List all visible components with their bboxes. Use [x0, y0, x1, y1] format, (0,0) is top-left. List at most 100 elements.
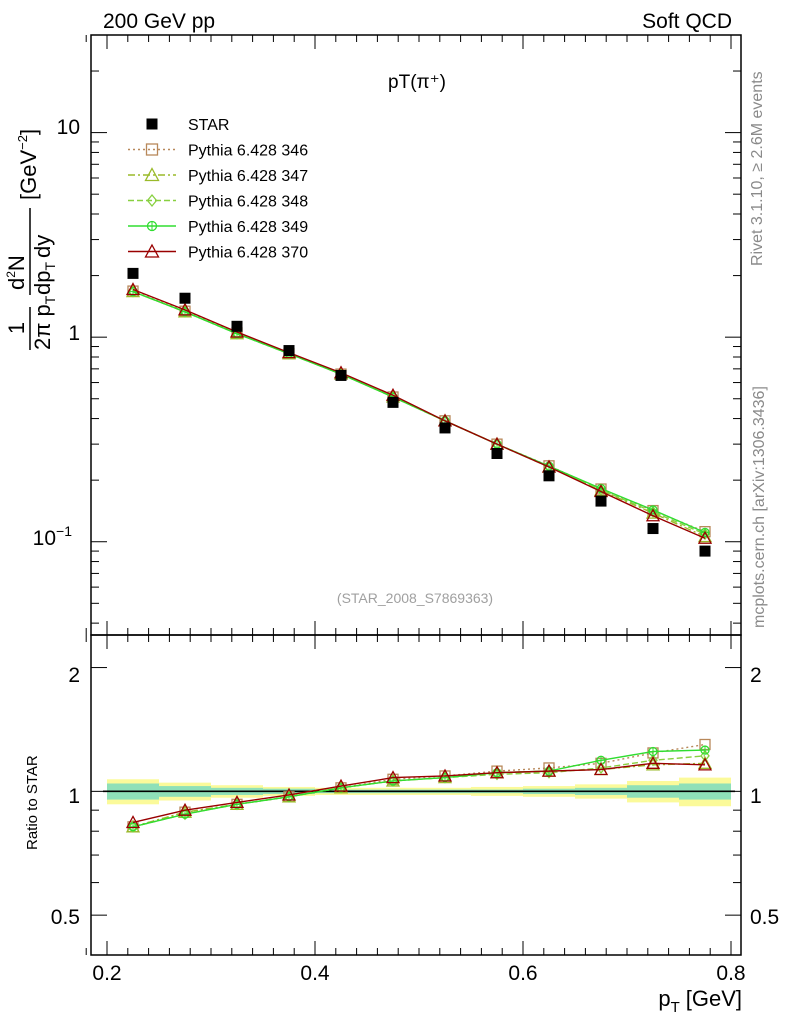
data-point [543, 470, 555, 482]
legend-label: Pythia 6.428 349 [188, 219, 308, 236]
data-point [385, 770, 401, 784]
ylabel-den-dy: dy [30, 235, 55, 258]
ytick-label-0.1-exp: −1 [56, 523, 72, 539]
ytick-label-1: 1 [68, 322, 80, 345]
data-point [179, 292, 191, 304]
legend-label: Pythia 6.428 346 [188, 143, 308, 160]
legend-entry: Pythia 6.428 349 [128, 219, 308, 236]
ratio-panel-frame [90, 634, 742, 956]
legend-entry: Pythia 6.428 347 [128, 167, 308, 185]
legend: STAR Pythia 6.428 346 Pythia 6.428 347 Pyth… [128, 117, 308, 262]
ratio-y-axis-label: Ratio to STAR [24, 755, 41, 850]
data-point [125, 815, 141, 829]
y-axis-label: 1 2π pT d2N dpTdy [GeV−2] [4, 129, 58, 350]
series-line [132, 290, 706, 534]
data-point [144, 167, 160, 182]
legend-entry: Pythia 6.428 348 [128, 194, 308, 211]
data-point [697, 757, 713, 771]
xtick-label-0.2: 0.2 [92, 962, 121, 985]
ylabel-twopi: 2π pT [30, 295, 58, 350]
ratio-line [132, 749, 706, 828]
x-axis-label: pT [GeV] [658, 986, 742, 1016]
data-point [281, 787, 297, 801]
data-point [700, 745, 710, 755]
data-point [593, 762, 609, 776]
ratio-line [132, 762, 706, 824]
legend-entry: Pythia 6.428 370 [128, 243, 308, 262]
ytick-label-0.1: 10−1 [33, 523, 73, 550]
series-pythia-6-428-370 [125, 282, 713, 544]
ratio-plot-area [103, 738, 735, 833]
data-point [146, 220, 158, 232]
data-point [283, 345, 295, 357]
analysis-watermark: (STAR_2008_S7869363) [337, 590, 493, 606]
data-point [335, 369, 347, 381]
legend-entry: STAR [146, 117, 229, 134]
data-point [437, 768, 453, 782]
main-plot-area [125, 267, 713, 557]
legend-label: Pythia 6.428 370 [188, 245, 308, 262]
legend-entry: Pythia 6.428 346 [128, 143, 308, 160]
ylabel-twopi-text: 2π p [30, 304, 55, 350]
data-point [387, 396, 399, 408]
plot-title: pT(π⁺) [388, 72, 446, 93]
data-point [128, 822, 138, 832]
ratio-ytick-label-2-left: 2 [68, 664, 80, 687]
data-point [541, 763, 557, 777]
data-point [145, 143, 159, 156]
data-point [697, 530, 713, 544]
ylabel-numerator: d2N [4, 255, 29, 290]
ratio-series-pythia-6-428-370 [125, 755, 713, 829]
data-point [700, 749, 710, 762]
data-point [491, 447, 503, 459]
xlabel-unit: [GeV] [686, 986, 742, 1011]
legend-label: STAR [188, 117, 229, 134]
series-line [132, 288, 706, 539]
data-point [128, 820, 138, 833]
data-point [699, 545, 711, 557]
data-point [146, 118, 158, 130]
ratio-ytick-label-0.5-right: 0.5 [750, 906, 779, 929]
data-point [489, 765, 505, 779]
data-point [127, 267, 139, 279]
ylabel-unit-text: [GeV [16, 150, 41, 200]
ylabel-unit: [GeV−2] [15, 129, 41, 200]
data-point [645, 508, 661, 522]
series-star [127, 267, 711, 557]
data-point [388, 774, 398, 787]
ratio-ytick-label-1-left: 1 [68, 785, 80, 808]
xlabel-sub: T [671, 999, 680, 1016]
ylabel-num-sup: 2 [4, 271, 18, 278]
ylabel-twopi-sub: T [42, 295, 58, 304]
header-right: Soft QCD [642, 10, 732, 33]
data-point [146, 193, 158, 208]
data-point [333, 778, 349, 792]
data-point [647, 523, 659, 535]
ratio-ytick-label-1-right: 1 [750, 785, 762, 808]
xtick-label-0.4: 0.4 [300, 962, 330, 985]
data-point [439, 422, 451, 434]
ylabel-one: 1 [4, 322, 29, 334]
ratio-ytick-label-2-right: 2 [750, 664, 762, 687]
ylabel-num-d: d [4, 278, 29, 290]
data-point [180, 808, 190, 821]
data-point [177, 302, 193, 316]
legend-label: Pythia 6.428 348 [188, 194, 308, 211]
xlabel-p: p [658, 986, 670, 1011]
ytick-label-10: 10 [57, 116, 80, 139]
main-tick-marks [85, 34, 741, 635]
data-point [595, 495, 607, 507]
ratio-ytick-label-0.5-left: 0.5 [51, 906, 80, 929]
data-point [144, 243, 160, 258]
data-point [645, 755, 661, 769]
ytick-label-0.1-base: 10 [33, 527, 56, 550]
data-point [648, 754, 658, 767]
ylabel-den-sub: T [42, 262, 58, 271]
data-point [697, 755, 713, 769]
ylabel-num-N: N [4, 255, 29, 271]
data-point [125, 282, 141, 296]
ylabel-unit-exp: −2 [15, 135, 30, 150]
ratio-tick-marks [85, 635, 741, 955]
legend-label: Pythia 6.428 347 [188, 168, 308, 185]
data-point [596, 761, 606, 774]
